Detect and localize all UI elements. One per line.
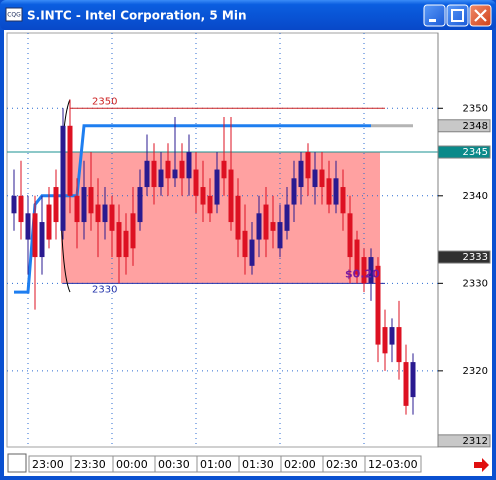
y-tick-label: 2350 (463, 103, 488, 114)
candle-body (291, 178, 297, 205)
price-marker-box (437, 145, 491, 159)
candle-body (410, 362, 416, 398)
candle-body (25, 213, 31, 240)
candle-body (67, 125, 73, 196)
candle-body (347, 213, 353, 258)
candle-body (361, 257, 367, 284)
candle-body (39, 222, 45, 258)
x-tick-label: 00:30 (158, 458, 190, 471)
candle-body (284, 204, 290, 231)
price-marker-box (437, 250, 491, 264)
price-marker-box (437, 434, 491, 448)
candle-body (333, 178, 339, 205)
x-tick-label: 23:30 (74, 458, 106, 471)
x-tick-label: 02:00 (284, 458, 316, 471)
candle-body (144, 160, 150, 188)
candle-body (53, 187, 59, 223)
corner-box[interactable] (7, 453, 27, 473)
candle-body (151, 160, 157, 188)
x-tick-label: 01:00 (200, 458, 232, 471)
candle-body (354, 239, 360, 275)
candle-body (81, 187, 87, 223)
candle-body (165, 160, 171, 179)
candle-body (368, 257, 374, 284)
x-tick-label: 01:30 (242, 458, 274, 471)
price-marker-label: 2345 (463, 147, 488, 158)
candle-body (340, 187, 346, 214)
x-tick-label: 00:00 (116, 458, 148, 471)
candle-body (158, 169, 164, 188)
candle-body (389, 327, 395, 345)
y-tick-label: 2330 (463, 278, 488, 289)
y-tick-label: 2340 (463, 191, 488, 202)
candle-body (46, 204, 52, 240)
y-tick-label: 2320 (463, 366, 488, 377)
candle-body (277, 222, 283, 249)
candle-body (221, 160, 227, 179)
candle-body (123, 230, 129, 258)
price-marker-box (437, 119, 491, 133)
candle-body (207, 195, 213, 214)
candle-body (74, 195, 80, 223)
candle-body (375, 265, 381, 345)
close-button[interactable] (469, 4, 492, 27)
candle-body (116, 222, 122, 258)
candle-body (256, 213, 262, 240)
range-annotation: $0.20 (345, 268, 380, 281)
candle-body (396, 327, 402, 363)
candle-body (130, 213, 136, 249)
candle-body (305, 152, 311, 179)
candle-body (88, 187, 94, 214)
price-marker-label: 2348 (463, 121, 488, 132)
candle-body (242, 230, 248, 258)
svg-text:CQG: CQG (7, 12, 21, 19)
candle-body (18, 195, 24, 223)
price-marker-label: 2333 (463, 252, 488, 263)
candle-body (263, 204, 269, 240)
candle-body (102, 204, 108, 223)
candle-body (60, 125, 66, 231)
candle-body (32, 213, 38, 258)
candle-body (214, 169, 220, 205)
maximize-button[interactable] (446, 4, 469, 27)
level-label: 2330 (92, 284, 117, 295)
candle-body (179, 160, 185, 179)
candle-body (193, 169, 199, 196)
minimize-button[interactable] (423, 4, 446, 27)
window-title: S.INTC - Intel Corporation, 5 Min (27, 9, 247, 23)
scroll-arrow[interactable] (474, 458, 489, 472)
candle-body (298, 160, 304, 188)
candle-body (319, 169, 325, 188)
candle-body (200, 187, 206, 205)
step-line (14, 124, 371, 294)
candle-body (172, 169, 178, 179)
window-icon: CQG (5, 7, 23, 22)
candle-body (95, 204, 101, 223)
candle-body (235, 195, 241, 240)
candle-body (249, 239, 255, 266)
range-zone (61, 152, 380, 284)
candle-body (228, 169, 234, 223)
candle-body (312, 169, 318, 188)
x-tick-label: 02:30 (326, 458, 358, 471)
candle-body (11, 195, 17, 214)
candle-body (186, 152, 192, 179)
candle-body (109, 204, 115, 231)
title-bar (0, 0, 496, 30)
candle-body (137, 187, 143, 223)
x-label-box (364, 455, 422, 473)
candle-body (382, 327, 388, 354)
plot-layer: 2350 2330 $0.20 (7, 33, 438, 447)
x-tick-label: 12-03:00 (368, 458, 418, 471)
level-label: 2350 (92, 96, 117, 107)
candle-body (326, 178, 332, 205)
candle-body (403, 362, 409, 406)
candle-body (270, 222, 276, 231)
x-tick-label: 23:00 (32, 458, 64, 471)
price-marker-label: 2312 (463, 436, 488, 447)
